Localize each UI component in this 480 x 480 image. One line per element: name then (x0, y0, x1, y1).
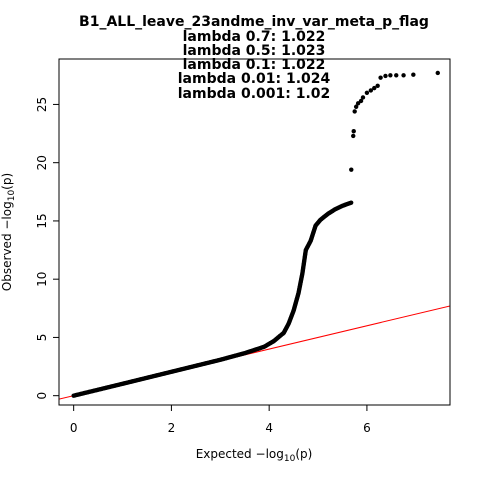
data-point (349, 167, 354, 172)
y-tick-label: 25 (35, 97, 49, 112)
lambda-0.001-label: lambda 0.001: 1.02 (178, 86, 331, 102)
data-point (360, 95, 366, 100)
lambda-0.01-label: lambda 0.01: 1.024 (178, 71, 331, 87)
y-tick-label: 20 (35, 155, 49, 170)
data-point (435, 70, 440, 76)
data-point (372, 85, 377, 91)
data-point (353, 104, 359, 109)
data-point (352, 109, 357, 114)
y-tick-label: 10 (35, 272, 49, 287)
x-axis-label: Expected −log10(p) (196, 447, 313, 464)
y-tick-label: 15 (35, 213, 49, 228)
y-tick-label: 0 (35, 392, 49, 400)
data-point (351, 129, 356, 134)
chart-title: B1_ALL_leave_23andme_inv_var_meta_p_flag (79, 14, 429, 30)
data-point (383, 73, 388, 79)
data-point (364, 90, 370, 95)
lambda-0.1-label: lambda 0.1: 1.022 (183, 57, 326, 73)
x-tick-label: 0 (70, 421, 78, 435)
data-points (71, 70, 440, 398)
data-point (411, 72, 416, 77)
lambda-0.5-label: lambda 0.5: 1.023 (183, 43, 326, 59)
y-axis: 0 5 10 15 20 25 (35, 97, 59, 400)
x-axis: 0 2 4 6 (70, 405, 371, 435)
data-point (401, 73, 406, 78)
data-point (355, 101, 361, 106)
data-point (375, 83, 380, 88)
data-point (348, 200, 354, 205)
y-tick-label: 5 (35, 334, 49, 342)
data-point (388, 73, 393, 78)
plot-frame (58, 58, 451, 406)
data-point (394, 73, 399, 78)
data-point (358, 98, 364, 104)
data-point (368, 88, 374, 93)
data-point (351, 133, 356, 139)
data-point (378, 75, 383, 80)
lambda-0.7-label: lambda 0.7: 1.022 (183, 29, 326, 45)
x-tick-label: 6 (363, 421, 371, 435)
x-tick-label: 4 (265, 421, 273, 435)
y-axis-label: Observed −log10(p) (0, 173, 17, 291)
x-tick-label: 2 (168, 421, 176, 435)
